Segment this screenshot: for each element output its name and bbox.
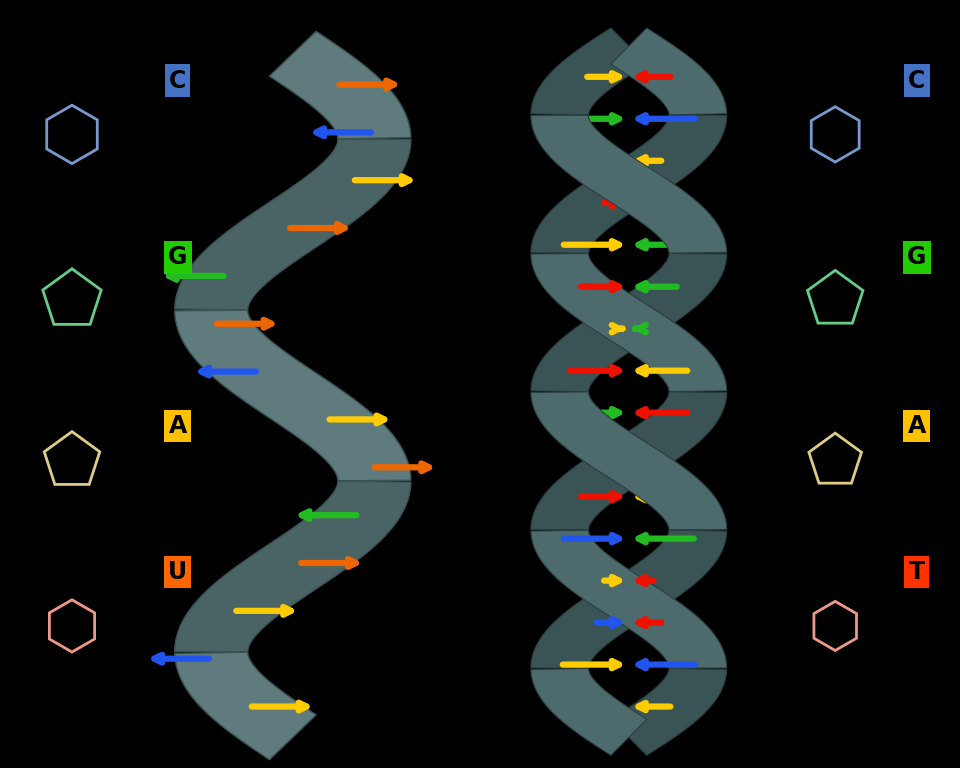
Polygon shape [270,31,411,139]
Polygon shape [531,253,727,392]
Polygon shape [175,310,411,481]
Polygon shape [175,652,316,760]
Polygon shape [175,482,411,652]
Polygon shape [531,392,727,530]
Text: G: G [907,245,926,270]
Text: A: A [168,414,187,439]
Polygon shape [531,668,647,755]
Text: U: U [168,560,187,584]
Polygon shape [531,253,727,392]
Text: C: C [908,68,925,93]
Polygon shape [531,115,727,253]
Polygon shape [531,392,727,530]
Text: C: C [169,68,186,93]
Text: T: T [909,560,924,584]
Polygon shape [531,115,727,253]
Polygon shape [175,139,411,310]
Polygon shape [531,28,647,115]
Polygon shape [531,530,727,668]
Polygon shape [611,668,727,755]
Polygon shape [531,530,727,668]
Polygon shape [611,28,727,115]
Text: G: G [168,245,187,270]
Text: A: A [907,414,926,439]
